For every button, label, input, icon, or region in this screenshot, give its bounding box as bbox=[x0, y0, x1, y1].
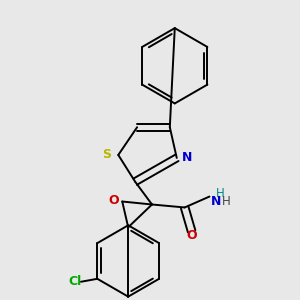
Text: N: N bbox=[182, 152, 192, 164]
Text: H: H bbox=[215, 187, 224, 200]
Text: O: O bbox=[108, 194, 119, 206]
Text: N: N bbox=[211, 195, 221, 208]
Text: O: O bbox=[186, 229, 197, 242]
Text: Cl: Cl bbox=[68, 275, 82, 288]
Text: S: S bbox=[102, 148, 111, 161]
Text: H: H bbox=[221, 195, 230, 208]
